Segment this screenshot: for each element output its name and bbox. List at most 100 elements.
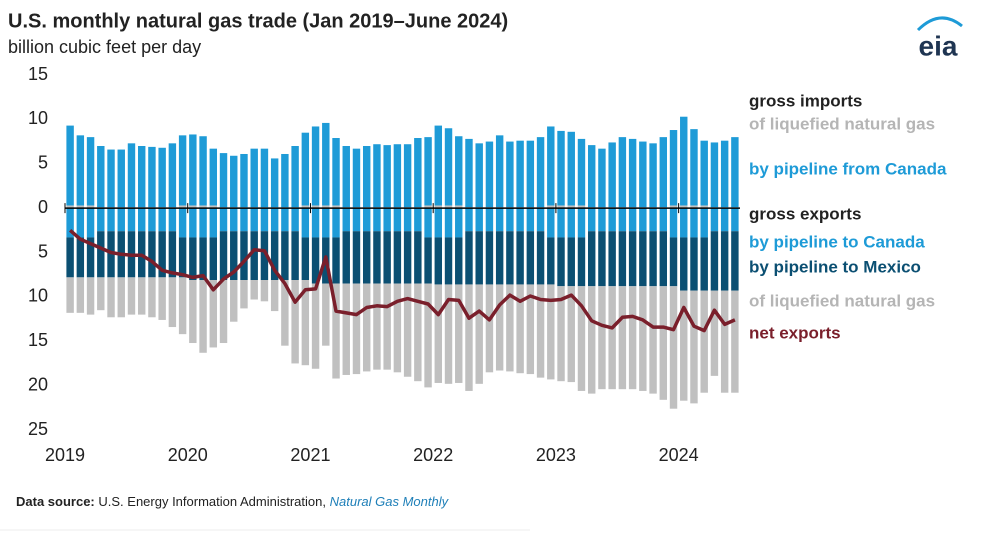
bar bbox=[260, 208, 269, 232]
bar bbox=[680, 205, 688, 209]
bar bbox=[168, 277, 177, 328]
bar bbox=[618, 208, 627, 232]
line bbox=[68, 228, 736, 333]
bar bbox=[598, 148, 606, 208]
bar bbox=[710, 208, 719, 232]
bar bbox=[117, 277, 125, 318]
bar bbox=[178, 205, 187, 209]
bar bbox=[690, 208, 698, 238]
logo: eia bbox=[919, 30, 958, 61]
bar bbox=[700, 140, 708, 206]
bar bbox=[495, 135, 504, 208]
bar bbox=[577, 138, 586, 206]
bar bbox=[659, 137, 668, 208]
bar bbox=[690, 205, 698, 209]
legend-label: of liquefied natural gas bbox=[749, 291, 935, 310]
bar bbox=[567, 131, 575, 206]
bar bbox=[270, 231, 279, 281]
bar bbox=[219, 280, 228, 344]
bar bbox=[526, 208, 535, 232]
bar bbox=[608, 208, 616, 232]
bar bbox=[189, 237, 197, 281]
bar bbox=[649, 231, 657, 287]
bar bbox=[199, 208, 207, 238]
bar bbox=[475, 208, 483, 232]
bar bbox=[557, 237, 565, 287]
bar bbox=[577, 208, 586, 238]
bar bbox=[475, 143, 483, 208]
bar bbox=[455, 205, 463, 209]
legend-label: by pipeline from Canada bbox=[749, 159, 947, 178]
y-tick-label: 10 bbox=[28, 286, 48, 306]
bar bbox=[485, 284, 494, 373]
bar bbox=[628, 231, 637, 287]
bar bbox=[137, 277, 146, 315]
bar bbox=[158, 231, 166, 278]
bar bbox=[322, 205, 330, 209]
x-tick-label: 2022 bbox=[413, 445, 453, 465]
bar bbox=[148, 146, 156, 208]
bar bbox=[567, 286, 575, 383]
bar bbox=[720, 290, 729, 393]
bar bbox=[352, 283, 361, 375]
source-link[interactable]: Natural Gas Monthly bbox=[330, 494, 450, 509]
bar bbox=[557, 208, 565, 238]
bar bbox=[148, 208, 156, 232]
bar bbox=[209, 148, 218, 206]
bar bbox=[270, 280, 279, 312]
bar bbox=[209, 208, 218, 238]
bar bbox=[322, 283, 330, 346]
bar bbox=[649, 143, 657, 208]
bar bbox=[311, 283, 320, 369]
bar bbox=[649, 286, 657, 394]
bar bbox=[332, 205, 340, 209]
bar bbox=[414, 138, 422, 208]
bar bbox=[107, 277, 115, 318]
bar bbox=[230, 231, 238, 281]
bar bbox=[66, 237, 74, 278]
legend-label: gross exports bbox=[749, 204, 861, 223]
bar bbox=[506, 231, 514, 285]
x-tick-label: 2024 bbox=[659, 445, 699, 465]
bar bbox=[199, 280, 207, 353]
bar bbox=[301, 205, 310, 209]
bar bbox=[567, 237, 575, 287]
bar bbox=[506, 141, 514, 208]
bar bbox=[291, 146, 299, 208]
bar bbox=[618, 286, 627, 390]
bar bbox=[669, 208, 678, 238]
bar bbox=[485, 141, 494, 208]
bar bbox=[567, 205, 575, 209]
bar bbox=[720, 231, 729, 291]
bar bbox=[720, 208, 729, 232]
bar bbox=[639, 231, 647, 287]
bar bbox=[403, 231, 412, 284]
bar bbox=[587, 286, 596, 394]
bar bbox=[76, 135, 85, 206]
bar bbox=[455, 208, 463, 238]
bar bbox=[710, 231, 719, 291]
bar bbox=[240, 153, 248, 208]
source: Data source: U.S. Energy Information Adm… bbox=[16, 494, 450, 509]
bar bbox=[598, 286, 606, 390]
bar bbox=[352, 208, 361, 232]
bar bbox=[332, 283, 340, 379]
bar bbox=[250, 208, 258, 232]
bar bbox=[455, 136, 463, 206]
bar bbox=[680, 116, 688, 206]
bar bbox=[250, 280, 258, 300]
bar bbox=[117, 208, 125, 232]
bar bbox=[659, 208, 668, 232]
bar bbox=[669, 130, 678, 206]
bar bbox=[403, 208, 412, 232]
bar bbox=[168, 231, 177, 278]
bar bbox=[291, 231, 299, 281]
bar bbox=[700, 237, 708, 291]
bar bbox=[168, 208, 177, 232]
bar bbox=[639, 141, 647, 208]
bar bbox=[628, 286, 637, 390]
bar bbox=[342, 146, 350, 208]
bar bbox=[97, 231, 105, 278]
y-tick-label: 15 bbox=[28, 64, 48, 84]
bar bbox=[495, 231, 504, 285]
